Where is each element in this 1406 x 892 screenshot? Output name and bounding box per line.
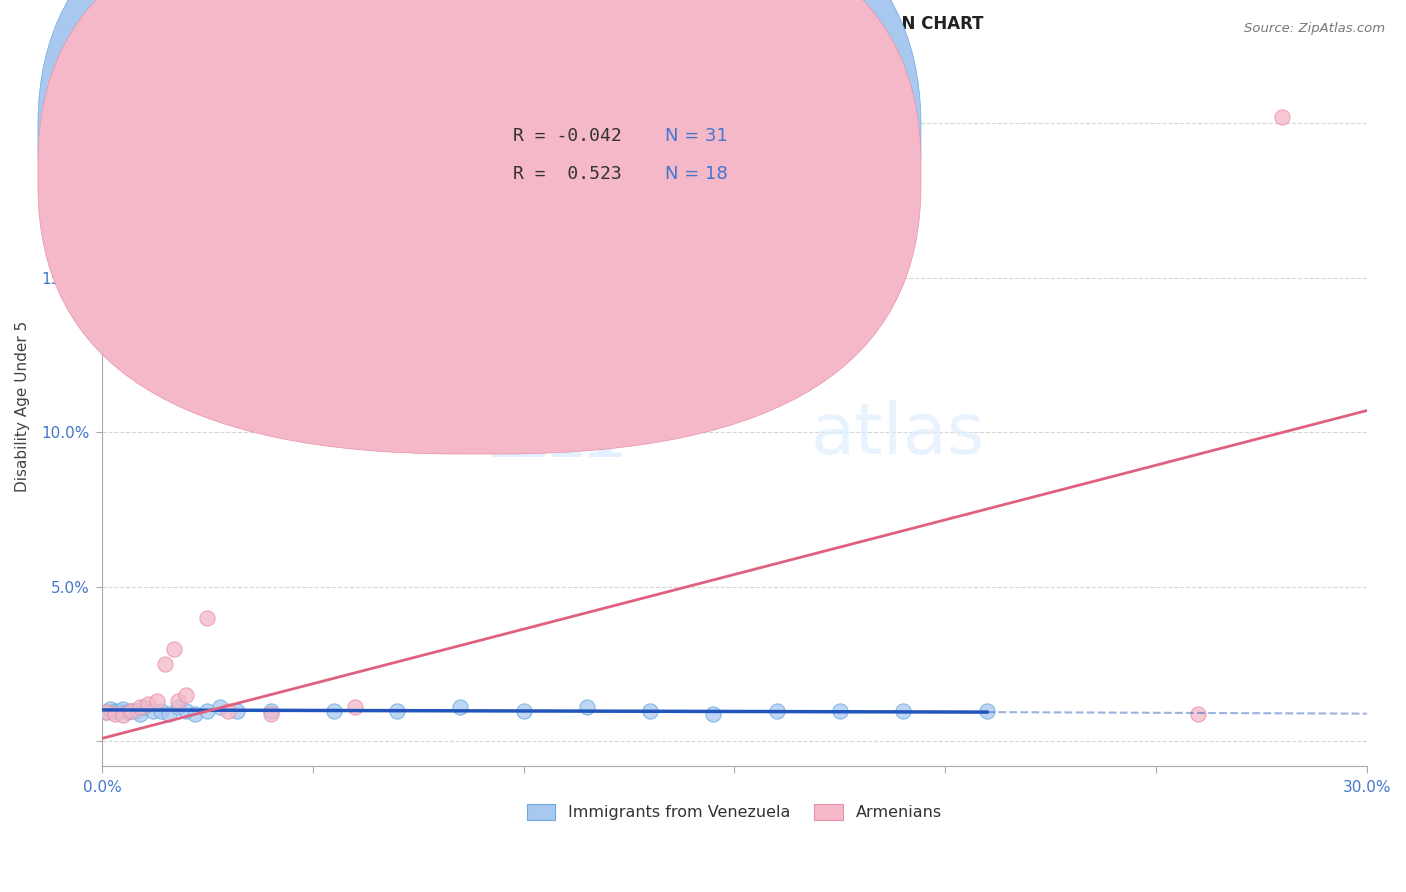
Text: Source: ZipAtlas.com: Source: ZipAtlas.com [1244, 22, 1385, 36]
Point [129, 706, 152, 721]
Point [134, 700, 156, 714]
Point [163, 641, 186, 656]
Text: ZIP: ZIP [489, 396, 645, 474]
Y-axis label: Disability Age Under 5: Disability Age Under 5 [15, 320, 30, 491]
Point [765, 704, 787, 718]
Point [891, 704, 914, 718]
Point [343, 700, 366, 714]
Legend: Immigrants from Venezuela, Armenians: Immigrants from Venezuela, Armenians [520, 797, 949, 827]
Point [167, 694, 190, 708]
Point [385, 704, 408, 718]
Text: atlas: atlas [810, 401, 984, 469]
Point [184, 706, 207, 721]
Text: N = 31: N = 31 [665, 128, 728, 145]
Point [117, 705, 139, 719]
Point [225, 704, 247, 718]
Point [322, 704, 344, 718]
Point [129, 700, 152, 714]
Point [449, 700, 471, 714]
Point [150, 704, 173, 718]
Point [512, 704, 534, 718]
Point [155, 657, 177, 672]
Point [1271, 110, 1294, 124]
Point [108, 704, 131, 718]
Point [1187, 706, 1209, 721]
Point [828, 704, 851, 718]
Point [96, 705, 118, 719]
Point [184, 363, 207, 377]
Point [259, 704, 281, 718]
Point [176, 688, 198, 702]
Point [96, 705, 118, 719]
Point [976, 704, 998, 718]
Point [195, 704, 218, 718]
Point [112, 708, 135, 723]
Point [159, 706, 181, 721]
Point [104, 704, 127, 718]
Point [138, 698, 160, 712]
Point [702, 706, 724, 721]
Point [100, 702, 122, 716]
Point [195, 611, 218, 625]
Point [146, 694, 169, 708]
Point [112, 702, 135, 716]
Point [125, 704, 148, 718]
Point [638, 704, 661, 718]
Point [217, 704, 239, 718]
Text: N = 18: N = 18 [665, 165, 728, 183]
Text: IMMIGRANTS FROM VENEZUELA VS ARMENIAN DISABILITY AGE UNDER 5 CORRELATION CHART: IMMIGRANTS FROM VENEZUELA VS ARMENIAN DI… [103, 15, 983, 33]
Point [259, 706, 281, 721]
Point [575, 700, 598, 714]
Point [142, 704, 165, 718]
Point [104, 706, 127, 721]
Text: R = -0.042: R = -0.042 [513, 128, 621, 145]
Text: R =  0.523: R = 0.523 [513, 165, 621, 183]
Point [121, 704, 143, 718]
Point [176, 704, 198, 718]
Point [121, 704, 143, 718]
Point [208, 700, 231, 714]
Point [167, 700, 190, 714]
